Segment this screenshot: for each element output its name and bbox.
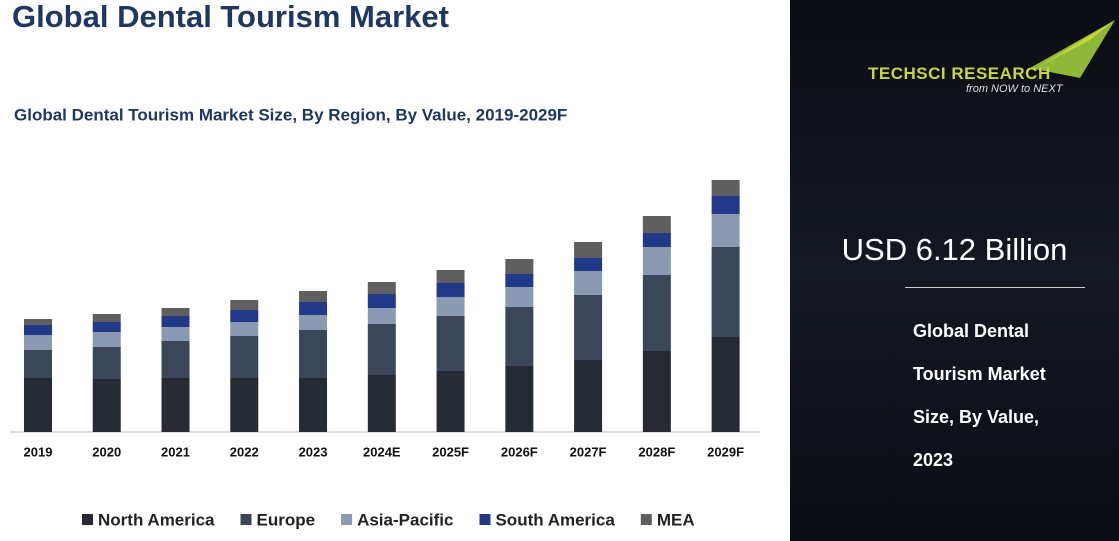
bar-segment [161, 341, 190, 378]
bar-segment [642, 233, 671, 247]
bar-segment [92, 322, 121, 332]
side-panel: TECHSCI RESEARCH from NOW to NEXT USD 6.… [790, 0, 1119, 541]
bar-segment [161, 316, 190, 327]
legend-label: South America [495, 510, 615, 529]
bar-segment [92, 379, 121, 432]
logo-mark [1030, 20, 1115, 78]
bar-segment [505, 287, 534, 307]
x-tick-label: 2020 [92, 444, 121, 459]
bar-segment [230, 322, 259, 336]
bar-segment [574, 271, 603, 295]
bar-segment [436, 316, 465, 371]
bar-segment [367, 308, 396, 324]
legend-swatch [240, 514, 252, 525]
bar-segment [299, 291, 328, 302]
bar-segment [711, 180, 740, 196]
bar-segment [23, 378, 52, 432]
bar-segment [505, 307, 534, 366]
bar-segment [505, 259, 534, 274]
bar-segment [505, 366, 534, 432]
x-tick-label: 2025F [432, 444, 469, 459]
bar-segment [161, 327, 190, 341]
legend-label: Asia-Pacific [357, 510, 453, 529]
bar-segment [23, 350, 52, 378]
chart-subtitle: Global Dental Tourism Market Size, By Re… [14, 105, 567, 124]
x-tick-label: 2021 [161, 444, 190, 459]
x-tick-label: 2023 [299, 444, 328, 459]
x-tick-label: 2024E [363, 444, 401, 459]
bar-segment [436, 270, 465, 283]
x-tick-label: 2028F [638, 444, 675, 459]
legend-label: MEA [657, 510, 695, 529]
legend-label: Europe [257, 510, 316, 529]
bar-segment [436, 297, 465, 316]
divider [905, 287, 1085, 288]
bar-segment [367, 324, 396, 375]
x-tick-label: 2026F [501, 444, 538, 459]
legend-swatch [82, 514, 93, 525]
headline: USD 6.12 Billion [841, 232, 1068, 267]
bar-segment [23, 319, 52, 325]
bar-segment [367, 282, 396, 294]
bar-segment [23, 325, 52, 335]
bar-segment [436, 371, 465, 432]
bar-segment [299, 315, 328, 330]
bar-segment [299, 330, 328, 378]
bar-segment [574, 258, 603, 271]
legend-swatch [341, 514, 353, 525]
bar-segment [161, 378, 190, 432]
bar-segment [642, 216, 671, 233]
bar-segment [711, 337, 740, 432]
x-tick-label: 2029F [707, 444, 744, 459]
caption: Global Dental Tourism Market Size, By Va… [913, 321, 1046, 470]
bar-segment [574, 242, 603, 258]
x-tick-label: 2027F [570, 444, 607, 459]
brand: TECHSCI RESEARCH [868, 64, 1051, 83]
bar-segment [299, 378, 328, 432]
bar-segment [574, 360, 603, 432]
bar-segment [642, 275, 671, 351]
bar-segment [92, 347, 121, 379]
bar-segment [574, 295, 603, 360]
legend-label: North America [98, 510, 215, 529]
x-tick-label: 2022 [230, 444, 259, 459]
bar-segment [230, 336, 259, 378]
tagline: from NOW to NEXT [966, 83, 1063, 95]
bar-segment [230, 310, 259, 322]
bar-segment [161, 308, 190, 316]
bar-segment [23, 335, 52, 350]
bar-segment [230, 300, 259, 310]
bar-segment [711, 196, 740, 214]
x-tick-label: 2019 [24, 444, 53, 459]
bar-segment [505, 274, 534, 287]
bar-segment [642, 351, 671, 432]
bar-segment [711, 214, 740, 247]
bar-segment [642, 247, 671, 275]
bar-segment [367, 375, 396, 432]
bar-segment [92, 332, 121, 347]
bar-segment [230, 378, 259, 432]
legend-swatch [479, 514, 491, 525]
bar-segment [92, 314, 121, 322]
bar-segment [367, 294, 396, 308]
bar-segment [711, 247, 740, 337]
bar-segment [299, 302, 328, 315]
chart-title: Global Dental Tourism Market [12, 0, 449, 34]
chart: Global Dental Tourism Market Global Dent… [10, 0, 760, 529]
bar-segment [436, 283, 465, 297]
legend-swatch [640, 514, 652, 525]
